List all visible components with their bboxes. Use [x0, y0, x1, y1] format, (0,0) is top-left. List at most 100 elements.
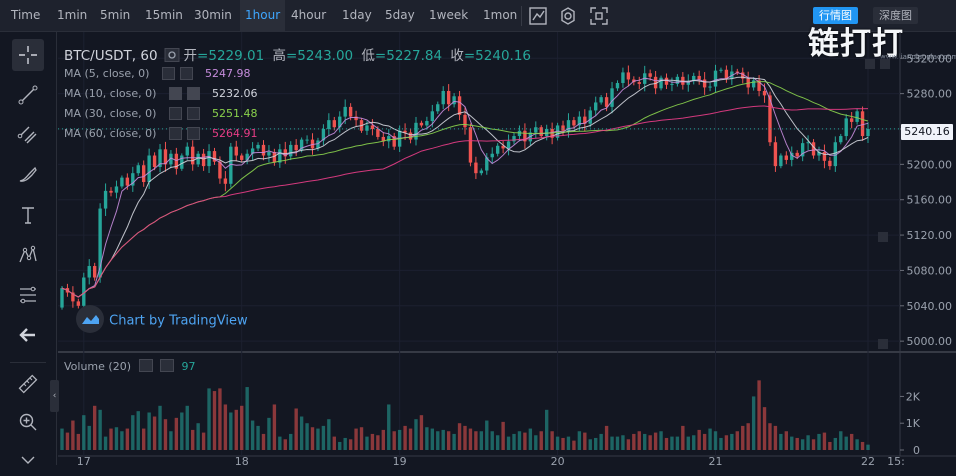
volume-bar: [757, 380, 761, 450]
volume-bar: [485, 420, 489, 450]
volume-bar: [681, 425, 685, 450]
parallel-channel-tool[interactable]: [12, 119, 44, 151]
chart-nav-button[interactable]: [880, 59, 890, 69]
price-label: 5120.00: [907, 229, 953, 242]
close-icon[interactable]: [187, 127, 200, 140]
volume-bar: [643, 433, 647, 450]
measure-tool[interactable]: [12, 368, 44, 400]
candle-body: [109, 190, 113, 193]
zoom-in-icon: [19, 413, 37, 431]
price-label: 5200.00: [907, 158, 953, 171]
volume-bar: [441, 429, 445, 450]
volume-bar: [692, 435, 696, 450]
candle-body: [648, 73, 652, 77]
volume-bar: [234, 409, 238, 450]
close-icon[interactable]: [160, 359, 174, 372]
zoom-tool[interactable]: [12, 406, 44, 438]
candle-body: [566, 120, 571, 131]
chart-nav-button[interactable]: [878, 339, 888, 349]
candle-body: [583, 116, 587, 124]
timeframe-15min[interactable]: 15min: [145, 8, 183, 22]
pattern-tool[interactable]: [12, 239, 44, 271]
settings-icon[interactable]: [164, 48, 180, 62]
fib-retracement-tool[interactable]: [12, 279, 44, 311]
volume-bar: [523, 432, 527, 450]
close-icon[interactable]: [180, 67, 193, 80]
timeframe-5day[interactable]: 5day: [385, 8, 415, 22]
price-label: 5280.00: [907, 88, 953, 101]
timeframe-4hour[interactable]: 4hour: [291, 8, 327, 22]
volume-bar: [632, 433, 636, 450]
text-tool[interactable]: [12, 199, 44, 231]
volume-bar: [664, 437, 669, 450]
trend-line-tool[interactable]: [12, 79, 44, 111]
candle-body: [795, 152, 799, 157]
volume-bar: [811, 439, 816, 450]
volume-bar: [795, 437, 799, 450]
volume-bar: [387, 404, 391, 450]
volume-bar: [152, 416, 157, 450]
volume-bar: [163, 419, 168, 450]
back-tool[interactable]: [12, 319, 44, 351]
candle-body: [403, 130, 407, 133]
gear-icon[interactable]: [138, 359, 153, 372]
candle-body: [479, 170, 484, 174]
collapse-toolbar-button[interactable]: ‹: [50, 380, 59, 412]
chart-nav-button[interactable]: [878, 232, 888, 242]
gear-icon[interactable]: [162, 67, 175, 80]
candle-body: [234, 146, 238, 156]
volume-bar: [98, 409, 102, 450]
candle-body: [468, 127, 473, 163]
volume-bar: [392, 431, 396, 450]
volume-bar: [327, 419, 331, 450]
brand-watermark: 链打打: [808, 26, 904, 62]
volume-bar: [272, 404, 277, 450]
timeframe-1mon[interactable]: 1mon: [483, 8, 518, 22]
volume-bar: [359, 427, 364, 450]
candle-body: [746, 78, 750, 88]
volume-bar: [779, 433, 783, 450]
drawing-toolbar: [0, 32, 57, 465]
timeframe-1day[interactable]: 1day: [342, 8, 372, 22]
settings-icon[interactable]: [557, 5, 579, 27]
candle-body: [604, 97, 609, 107]
volume-bar: [833, 437, 838, 450]
close-icon[interactable]: [187, 87, 200, 100]
fullscreen-icon[interactable]: [588, 5, 610, 27]
timeframe-1week[interactable]: 1week: [429, 8, 469, 22]
volume-bar: [621, 435, 625, 450]
timeframe-1hour[interactable]: 1hour: [240, 0, 286, 31]
candle-body: [506, 141, 511, 149]
gear-icon[interactable]: [169, 107, 182, 120]
timeframe-5min[interactable]: 5min: [100, 8, 131, 22]
volume-bar: [289, 433, 293, 450]
volume-bar: [408, 428, 413, 450]
tab-market-chart[interactable]: 行情图: [813, 7, 858, 24]
candle-body: [490, 153, 494, 158]
tradingview-label: Chart by TradingView: [109, 313, 248, 329]
volume-bar: [572, 440, 576, 450]
gear-icon[interactable]: [169, 87, 182, 100]
volume-bar: [599, 433, 603, 450]
timeframe-1min[interactable]: 1min: [57, 8, 88, 22]
crosshair-tool[interactable]: [12, 39, 44, 71]
price-label: 5000.00: [907, 335, 953, 348]
chart-nav-button[interactable]: [865, 59, 875, 69]
brush-tool[interactable]: [12, 159, 44, 191]
more-tools[interactable]: [12, 444, 44, 476]
volume-legend: Volume (20) 97: [64, 359, 196, 373]
timeframe-30min[interactable]: 30min: [194, 8, 232, 22]
candle-body: [517, 130, 522, 137]
volume-bar: [71, 420, 75, 450]
volume-bar: [82, 415, 86, 450]
close-icon[interactable]: [187, 107, 200, 120]
candle-body: [719, 69, 723, 71]
gear-icon[interactable]: [169, 127, 182, 140]
candle-body: [310, 139, 315, 149]
candle-body: [142, 165, 146, 183]
indicators-icon[interactable]: [527, 5, 549, 27]
volume-bar: [365, 436, 369, 450]
close-value: 5240.16: [475, 48, 531, 64]
tab-depth-chart[interactable]: 深度图: [873, 7, 918, 24]
volume-bar: [746, 423, 750, 450]
